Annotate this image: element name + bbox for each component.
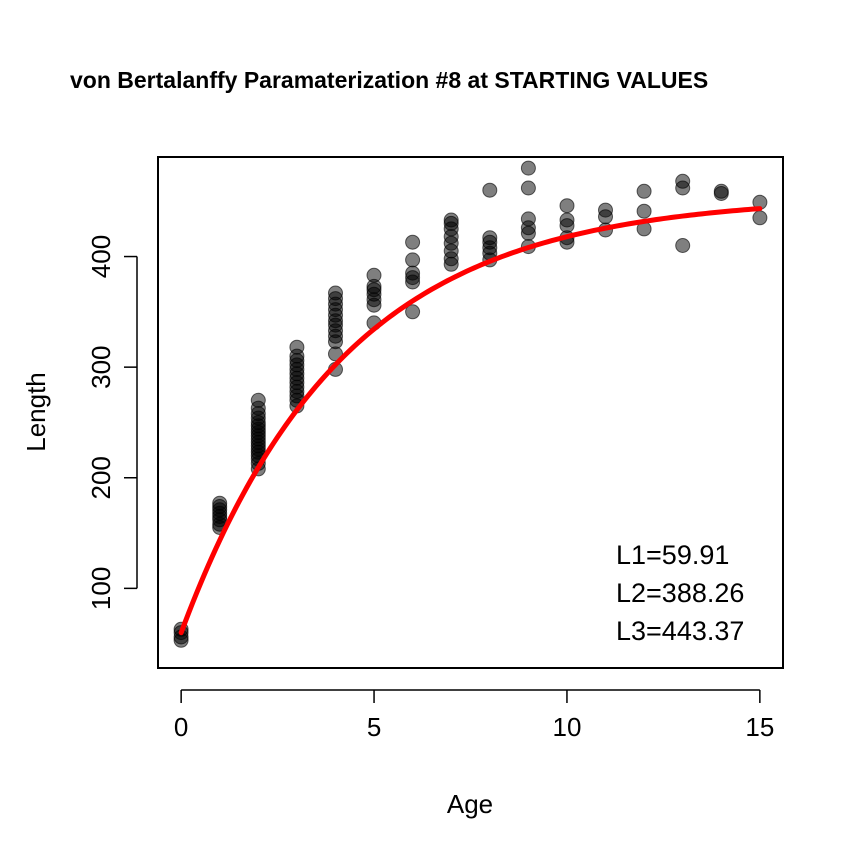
data-point-61 bbox=[366, 267, 382, 283]
data-point-99 bbox=[675, 238, 691, 253]
data-point-92 bbox=[559, 198, 575, 214]
fitted-curve bbox=[178, 206, 763, 636]
data-point-101 bbox=[675, 173, 691, 189]
data-point-80 bbox=[482, 230, 498, 246]
y-tick-label: 100 bbox=[86, 567, 116, 610]
data-point-54 bbox=[328, 285, 343, 301]
data-point-67 bbox=[405, 234, 421, 250]
data-point-98 bbox=[636, 183, 652, 199]
data-point-65 bbox=[405, 265, 421, 281]
data-point-97 bbox=[636, 203, 652, 219]
data-point-104 bbox=[752, 210, 768, 226]
data-point-29 bbox=[250, 392, 266, 408]
y-tick-label: 200 bbox=[86, 456, 116, 499]
chart-title: von Bertalanffy Paramaterization #8 at S… bbox=[70, 67, 708, 93]
x-tick-label: 15 bbox=[745, 712, 774, 742]
data-point-66 bbox=[405, 252, 421, 268]
y-tick-label: 300 bbox=[86, 346, 116, 389]
x-tick-label: 0 bbox=[174, 712, 188, 742]
plot-frame bbox=[157, 156, 784, 669]
data-point-87 bbox=[520, 160, 536, 176]
data-point-85 bbox=[520, 211, 536, 227]
data-point-95 bbox=[598, 202, 613, 218]
data-point-42 bbox=[289, 339, 305, 355]
y-axis-label: Length bbox=[21, 372, 51, 452]
data-point-91 bbox=[559, 212, 575, 228]
x-tick-label: 5 bbox=[367, 712, 381, 742]
x-axis: 0 5 10 15 bbox=[174, 689, 774, 742]
data-point-86 bbox=[520, 180, 536, 196]
data-point-81 bbox=[482, 182, 498, 198]
parameter-annotation: L3=443.37 bbox=[616, 616, 744, 646]
y-tick-label: 400 bbox=[86, 235, 116, 278]
y-axis: 100 200 300 400 bbox=[86, 235, 138, 610]
data-point-11 bbox=[212, 495, 228, 511]
parameter-annotation: L2=388.26 bbox=[616, 578, 744, 608]
data-point-62 bbox=[405, 304, 421, 320]
x-tick-label: 10 bbox=[552, 712, 581, 742]
x-axis-label: Age bbox=[447, 789, 493, 819]
data-point-75 bbox=[443, 212, 459, 228]
data-point-103 bbox=[713, 183, 729, 199]
parameter-annotation: L1=59.91 bbox=[616, 540, 729, 570]
annotations: L1=59.91 L2=388.26 L3=443.37 bbox=[616, 540, 744, 646]
